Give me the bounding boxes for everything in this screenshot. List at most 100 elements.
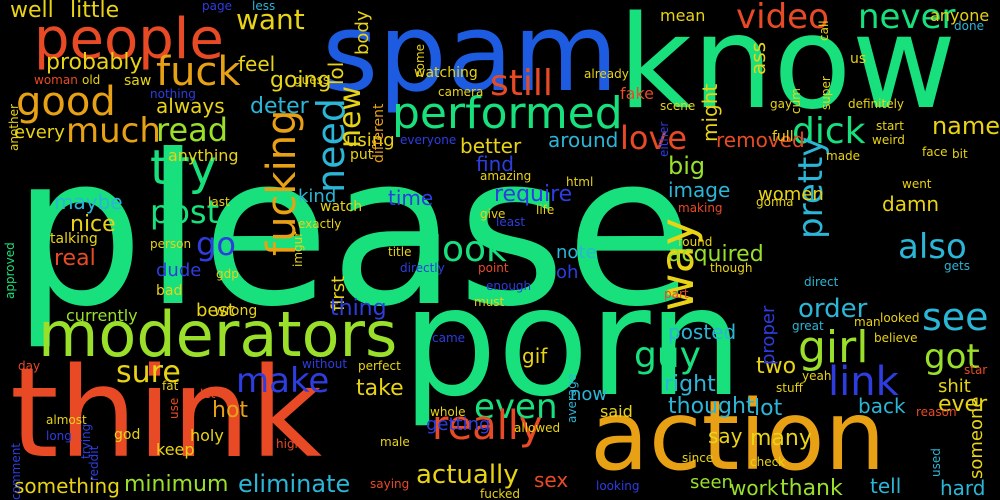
word-bad: bad [156, 283, 183, 299]
word-spam: spam [322, 0, 619, 116]
word-perfect: perfect [358, 359, 401, 373]
word-gonna: gonna [756, 195, 794, 209]
word-probably: probably [46, 50, 143, 75]
word-take: take [356, 376, 404, 401]
word-big: big [668, 152, 706, 180]
word-action: action [590, 380, 886, 492]
word-bit: bit [952, 147, 968, 161]
word-feel: feel [238, 52, 276, 76]
word-might: might [698, 83, 722, 142]
word-real: real [54, 246, 96, 271]
word-long: long [46, 429, 72, 443]
word-getting: getting [426, 414, 491, 435]
word-something: something [14, 474, 120, 498]
word-fucked: fucked [480, 487, 520, 500]
word-enough: enough [486, 279, 532, 293]
word-order: order [798, 294, 868, 324]
word-call: call [817, 20, 831, 41]
word-posted: posted [668, 320, 737, 344]
word-approved: approved [3, 242, 17, 299]
word-face: face [922, 145, 948, 159]
word-body: body [352, 10, 373, 55]
word-wrong: wrong [214, 303, 258, 319]
word-best: best [196, 300, 235, 321]
word-last: last [208, 195, 230, 209]
word-find: find [476, 152, 514, 176]
word-love: love [620, 119, 688, 157]
word-super: super [819, 76, 833, 110]
word-good: good [16, 79, 116, 125]
word-deter: deter [250, 94, 309, 119]
word-life: life [536, 203, 555, 217]
word-name: name [931, 112, 1000, 140]
word-try: try [150, 140, 217, 196]
word-acquired: acquired [668, 242, 764, 267]
word-going: going [270, 68, 332, 93]
word-around: around [548, 128, 619, 152]
word-male: male [380, 435, 410, 449]
word-old: old [82, 73, 101, 87]
word-yeah: yeah [802, 369, 832, 383]
word-shit: shit [938, 376, 971, 397]
word-definitely: definitely [848, 97, 905, 111]
word-always: always [156, 94, 225, 118]
word-though: though [710, 261, 753, 275]
word-people: people [34, 7, 224, 72]
word-stuff: stuff [776, 381, 803, 395]
word-now: now [570, 384, 608, 405]
word-went: went [902, 177, 932, 191]
word-see: see [922, 295, 989, 339]
word-nothing: nothing [150, 87, 196, 101]
word-currently: currently [66, 306, 138, 325]
word-talking: talking [50, 231, 98, 247]
word-got: got [924, 337, 980, 377]
word-make: make [236, 361, 330, 401]
word-us: us [850, 51, 867, 67]
word-direct: direct [804, 275, 839, 289]
word-also: also [898, 227, 967, 267]
word-average: average [565, 373, 579, 423]
word-come: come [413, 43, 427, 77]
word-allowed: allowed [514, 421, 561, 435]
word-minimum: minimum [124, 472, 229, 497]
word-maybe: maybe [54, 190, 123, 214]
word-want: want [236, 3, 305, 36]
word-actually: actually [416, 460, 519, 490]
word-women: women [758, 184, 824, 205]
word-fake: fake [620, 84, 654, 103]
word-tell: tell [870, 474, 902, 498]
word-amazing: amazing [480, 169, 532, 183]
word-dude: dude [156, 260, 202, 281]
word-another: another [7, 104, 21, 151]
word-fat: fat [162, 379, 179, 393]
word-making: making [678, 201, 723, 215]
word-every: every [14, 122, 65, 143]
word-note: note [556, 242, 597, 263]
word-found: found [678, 235, 713, 249]
word-go: go [196, 225, 236, 263]
word-watch: watch [320, 199, 363, 215]
word-image: image [668, 178, 731, 202]
word-less: less [252, 0, 276, 13]
word-let: let [200, 387, 216, 401]
word-post: post [150, 193, 220, 231]
word-star: star [964, 363, 988, 377]
word-well: well [10, 0, 54, 23]
word-check: check [750, 455, 786, 469]
word-girl: girl [798, 322, 869, 373]
word-fuck: fuck [156, 49, 241, 95]
word-since: since [682, 451, 714, 465]
word-reddit: reddit [87, 445, 101, 481]
word-gay: gay [770, 97, 793, 111]
word-cum: cum [789, 88, 803, 114]
word-nice: nice [70, 212, 116, 237]
word-know: know [618, 0, 957, 138]
word-gif: gif [522, 344, 548, 368]
word-damn: damn [882, 192, 940, 216]
word-give: give [480, 207, 506, 221]
word-weird: weird [872, 133, 905, 147]
word-whole: whole [430, 405, 466, 419]
word-right: right [664, 372, 716, 397]
word-oh: oh [556, 262, 579, 283]
word-use: use [167, 397, 181, 419]
